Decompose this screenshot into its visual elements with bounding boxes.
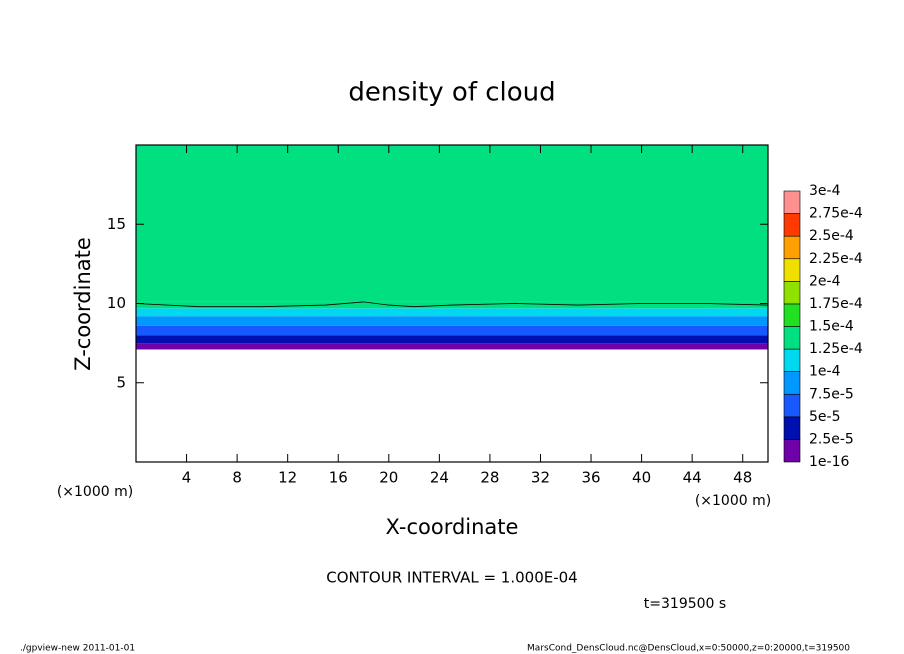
x-axis-label: X-coordinate xyxy=(386,515,519,539)
y-unit: (×1000 m) xyxy=(57,484,133,500)
colorbar-box xyxy=(783,258,801,282)
colorbar-label: 2e-4 xyxy=(809,273,841,289)
colorbar-label: 2.5e-4 xyxy=(809,228,854,244)
colorbar-box xyxy=(783,371,801,395)
colorbar-box xyxy=(783,303,801,327)
contour-line xyxy=(135,301,769,308)
colorbar-label: 1e-16 xyxy=(809,454,849,470)
field-band xyxy=(136,343,768,350)
colorbar-label: 1.5e-4 xyxy=(809,319,854,335)
x-tick-label: 8 xyxy=(232,469,242,487)
colorbar-box xyxy=(783,326,801,350)
colorbar-box xyxy=(783,190,801,214)
x-tick-label: 28 xyxy=(480,469,499,487)
x-tick-label: 16 xyxy=(329,469,348,487)
colorbar-box xyxy=(783,235,801,260)
x-tick-label: 48 xyxy=(733,469,752,487)
field-band xyxy=(136,335,768,344)
x-tick-label: 36 xyxy=(581,469,600,487)
colorbar-label: 2.75e-4 xyxy=(809,206,863,222)
chart-title: density of cloud xyxy=(348,78,555,108)
y-axis-label: Z-coordinate xyxy=(71,237,95,371)
y-tick-label: 10 xyxy=(107,294,126,312)
colorbar-box xyxy=(783,348,801,372)
footer-right: MarsCond_DensCloud.nc@DensCloud,x=0:5000… xyxy=(527,644,850,654)
x-tick-label: 40 xyxy=(632,469,651,487)
x-tick-label: 4 xyxy=(182,469,192,487)
colorbar-label: 3e-4 xyxy=(809,183,841,199)
x-tick-label: 12 xyxy=(278,469,297,487)
y-tick-label: 5 xyxy=(116,373,126,391)
footer-left: ./gpview-new 2011-01-01 xyxy=(20,644,135,654)
x-tick-label: 32 xyxy=(531,469,550,487)
field-band xyxy=(136,325,768,336)
colorbar-box xyxy=(783,439,801,463)
x-tick-label: 24 xyxy=(430,469,449,487)
time-label: t=319500 s xyxy=(644,596,726,612)
colorbar-box xyxy=(783,213,801,237)
colorbar-box xyxy=(783,416,801,440)
colorbar-label: 7.5e-5 xyxy=(809,386,854,402)
colorbar-label: 1e-4 xyxy=(809,364,841,380)
colorbar-label: 5e-5 xyxy=(809,409,840,425)
x-tick-label: 44 xyxy=(683,469,702,487)
field-band xyxy=(136,308,768,317)
field-band xyxy=(136,145,768,302)
colorbar-label: 1.25e-4 xyxy=(809,341,863,357)
colorbar-box xyxy=(783,393,801,418)
y-tick-label: 15 xyxy=(107,215,126,233)
colorbar-label: 2.25e-4 xyxy=(809,251,863,267)
colorbar-box xyxy=(783,281,801,305)
x-tick-label: 20 xyxy=(379,469,398,487)
contour-interval: CONTOUR INTERVAL = 1.000E-04 xyxy=(326,569,577,587)
x-unit: (×1000 m) xyxy=(695,493,771,509)
colorbar-label: 1.75e-4 xyxy=(809,296,863,312)
colorbar-label: 2.5e-5 xyxy=(809,431,854,447)
field-band xyxy=(136,316,768,326)
